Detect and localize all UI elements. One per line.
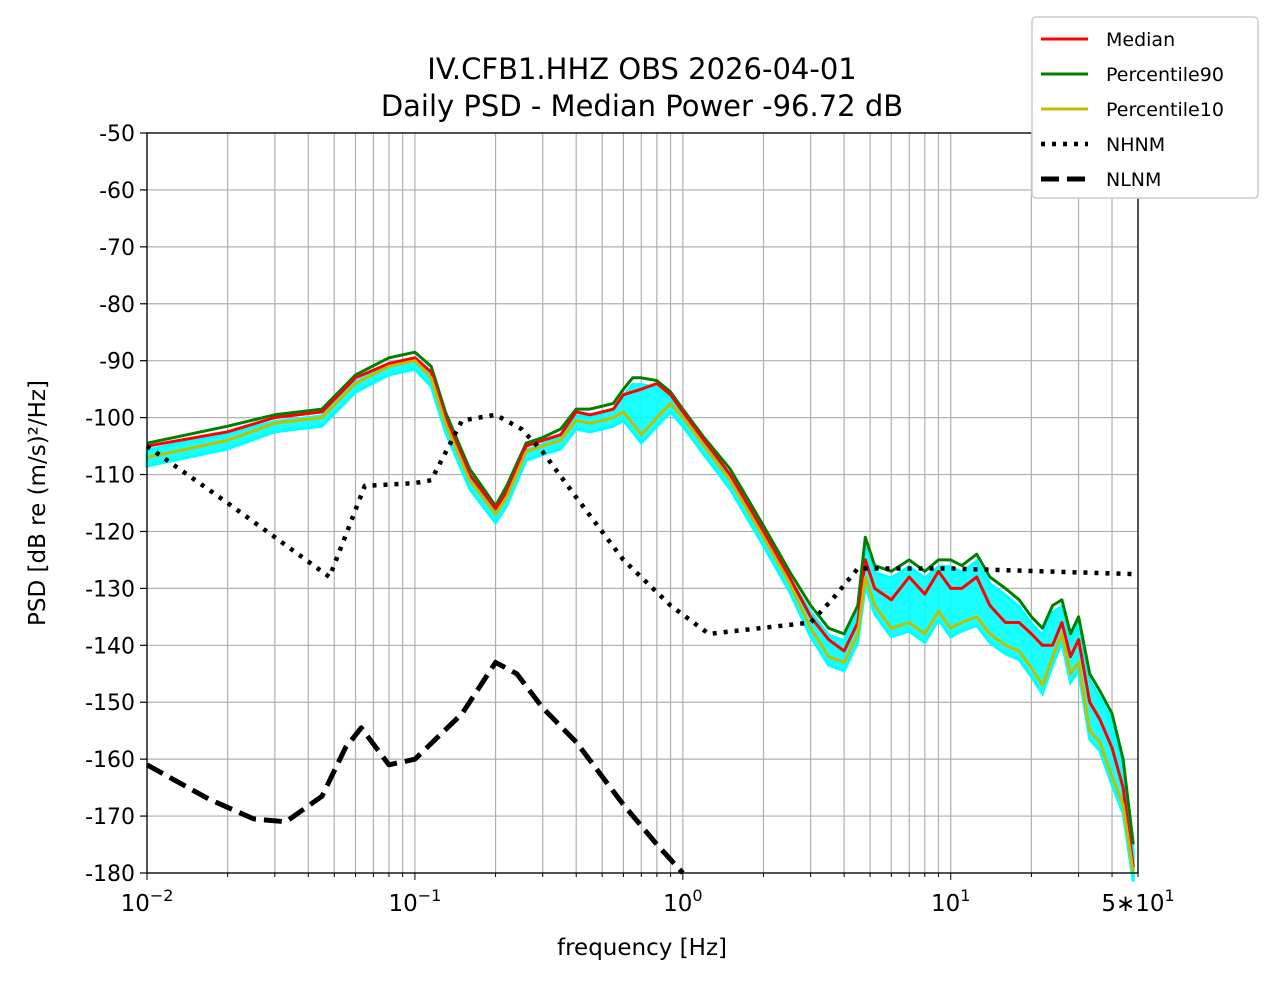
spread-band-area bbox=[145, 357, 1135, 882]
chart-title: IV.CFB1.HHZ OBS 2026-04-01 bbox=[427, 52, 856, 86]
y-tick-label: -160 bbox=[85, 748, 135, 773]
series-line-percentile90 bbox=[146, 350, 1135, 845]
y-tick-label: -130 bbox=[85, 577, 135, 602]
series-line-percentile10 bbox=[146, 359, 1135, 874]
series-lines bbox=[145, 350, 1139, 875]
x-tick-label: 10−2 bbox=[121, 886, 174, 917]
y-tick-label: -80 bbox=[99, 293, 135, 318]
y-tick-label: -100 bbox=[85, 407, 135, 432]
y-axis-ticks: -50 -60 -70 -80 -90 -100 -110 -120 -130 -140 -150 -… bbox=[85, 122, 147, 887]
legend-label: NLNM bbox=[1106, 169, 1161, 191]
y-tick-label: -150 bbox=[85, 691, 135, 716]
x-axis-label: frequency [Hz] bbox=[557, 935, 727, 961]
series-line-nlnm bbox=[145, 659, 685, 875]
y-tick-label: -120 bbox=[85, 520, 135, 545]
series-line-median bbox=[146, 356, 1135, 868]
y-tick-label: -110 bbox=[85, 464, 135, 489]
x-tick-label: 10−1 bbox=[388, 886, 441, 917]
y-tick-label: -170 bbox=[85, 805, 135, 830]
x-tick-label: 100 bbox=[663, 886, 702, 917]
y-tick-label: -90 bbox=[99, 350, 135, 375]
y-axis-label: PSD [dB re (m/s)²/Hz] bbox=[25, 380, 51, 626]
y-tick-label: -60 bbox=[99, 179, 135, 204]
y-tick-label: -180 bbox=[85, 862, 135, 887]
legend-label: Percentile90 bbox=[1106, 64, 1224, 86]
legend-box bbox=[1031, 16, 1259, 199]
legend-label: Percentile10 bbox=[1106, 99, 1224, 121]
y-tick-label: -140 bbox=[85, 634, 135, 659]
x-tick-label: 5∗101 bbox=[1101, 886, 1174, 917]
x-axis-ticks: 10−2 10−1 100 101 5∗101 bbox=[121, 873, 1175, 917]
series-line-nhnm bbox=[145, 412, 1139, 637]
legend: Median Percentile90 Percentile10 NHNM NLNM bbox=[1031, 16, 1259, 199]
plot-frame bbox=[146, 132, 1139, 874]
legend-label: Median bbox=[1106, 29, 1175, 51]
y-tick-label: -70 bbox=[99, 236, 135, 261]
y-tick-label: -50 bbox=[99, 122, 135, 147]
grid bbox=[146, 132, 1139, 874]
x-tick-label: 101 bbox=[931, 886, 970, 917]
spread-band bbox=[145, 357, 1135, 882]
legend-label: NHNM bbox=[1106, 134, 1165, 156]
chart-subtitle: Daily PSD - Median Power -96.72 dB bbox=[381, 89, 903, 123]
